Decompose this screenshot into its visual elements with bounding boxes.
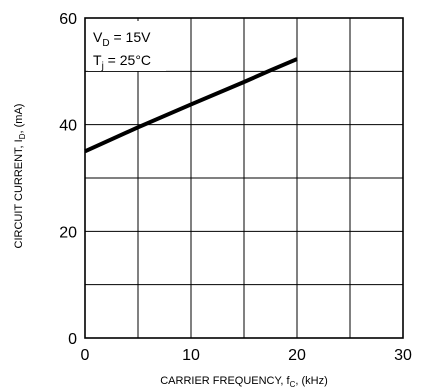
x-axis-title: CARRIER FREQUENCY, fC, (kHz) xyxy=(160,375,328,389)
annotation-tj-sub: j xyxy=(101,61,104,72)
series-layer xyxy=(84,57,298,154)
tick-labels: 0 10 20 30 0 20 40 60 xyxy=(59,11,412,364)
y-axis-title: CIRCUIT CURRENT, ID, (mA) xyxy=(13,104,27,249)
annotation-tj-main: T xyxy=(93,52,102,68)
y-tick-label: 20 xyxy=(59,224,77,241)
annotation-tj-suffix: = 25°C xyxy=(104,52,151,68)
y-tick-label: 0 xyxy=(68,331,77,348)
y-tick-label: 40 xyxy=(59,118,77,135)
y-tick-label: 60 xyxy=(59,11,77,28)
plot-frame xyxy=(84,17,404,339)
y-axis-title-sub: D xyxy=(18,133,27,139)
x-tick-label: 30 xyxy=(394,347,412,364)
x-axis-title-main: CARRIER FREQUENCY, f xyxy=(160,375,290,387)
y-axis-title-main: CIRCUIT CURRENT, I xyxy=(13,139,25,248)
series-line xyxy=(84,57,298,154)
grid-lines xyxy=(85,18,403,338)
x-tick-label: 20 xyxy=(288,347,306,364)
x-axis-title-suffix: , (kHz) xyxy=(295,375,327,387)
y-axis-title-suffix: , (mA) xyxy=(13,104,25,134)
annotation-vd-sub: D xyxy=(102,38,109,49)
annotation-tj: Tj = 25°C xyxy=(93,52,151,72)
x-tick-label: 0 xyxy=(81,347,90,364)
annotation-background xyxy=(88,21,166,71)
annotation-vd: VD = 15V xyxy=(93,29,151,49)
annotation-vd-main: V xyxy=(93,29,103,45)
x-axis-title-sub: C xyxy=(290,380,296,389)
annotation-vd-suffix: = 15V xyxy=(110,29,152,45)
x-tick-label: 10 xyxy=(182,347,200,364)
